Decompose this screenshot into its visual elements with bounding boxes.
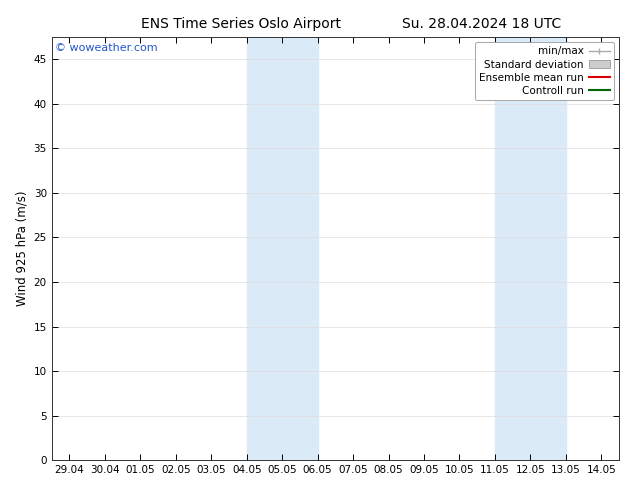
Bar — [495, 37, 566, 460]
Legend: min/max, Standard deviation, Ensemble mean run, Controll run: min/max, Standard deviation, Ensemble me… — [475, 42, 614, 100]
Bar — [247, 37, 318, 460]
Text: Su. 28.04.2024 18 UTC: Su. 28.04.2024 18 UTC — [402, 17, 562, 31]
Text: © woweather.com: © woweather.com — [55, 44, 157, 53]
Y-axis label: Wind 925 hPa (m/s): Wind 925 hPa (m/s) — [15, 191, 28, 306]
Text: ENS Time Series Oslo Airport: ENS Time Series Oslo Airport — [141, 17, 341, 31]
